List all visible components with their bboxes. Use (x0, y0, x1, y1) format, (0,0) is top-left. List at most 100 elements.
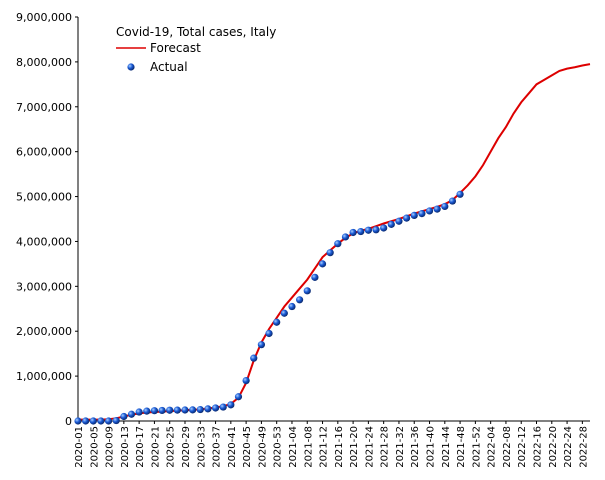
x-tick-label: 2022-08 (502, 426, 513, 468)
y-tick-label: 0 (65, 415, 72, 428)
legend-label: Forecast (150, 41, 201, 55)
x-tick-label: 2021-40 (426, 426, 437, 468)
x-tick-label: 2022-28 (578, 426, 589, 468)
x-tick-label: 2020-17 (135, 426, 146, 468)
x-tick-label: 2021-24 (364, 426, 375, 468)
x-tick-label: 2021-48 (456, 426, 467, 468)
y-tick-label: 6,000,000 (16, 146, 72, 159)
actual-point (372, 226, 380, 234)
actual-point (441, 202, 449, 211)
x-tick-label: 2021-36 (410, 426, 421, 468)
x-tick-label: 2021-20 (349, 426, 360, 468)
actual-point (173, 406, 181, 414)
actual-point (150, 407, 159, 415)
actual-point (227, 401, 235, 409)
actual-point (288, 302, 296, 311)
x-tick-label: 2020-09 (105, 426, 116, 468)
actual-point (402, 214, 411, 222)
y-tick-label: 4,000,000 (16, 235, 72, 248)
y-tick-label: 3,000,000 (16, 280, 72, 293)
x-tick-label: 2021-16 (334, 426, 345, 468)
actual-point (104, 417, 113, 425)
actual-point (234, 393, 243, 401)
actual-point (380, 224, 388, 232)
actual-point (395, 217, 403, 225)
x-tick-label: 2021-44 (441, 426, 452, 468)
y-tick-label: 9,000,000 (16, 11, 72, 24)
y-tick-label: 7,000,000 (16, 101, 72, 114)
actual-point (158, 406, 166, 415)
x-tick-label: 2020-41 (227, 426, 238, 468)
actual-point (349, 228, 357, 237)
x-tick-label: 2020-01 (74, 426, 85, 468)
actual-point (143, 407, 151, 415)
actual-point (334, 240, 342, 248)
legend-point (127, 63, 135, 71)
actual-point (296, 296, 304, 304)
x-tick-label: 2021-08 (303, 426, 314, 468)
actual-point (204, 405, 212, 413)
actual-point (135, 408, 143, 416)
actual-point (127, 410, 136, 418)
x-tick-label: 2020-53 (273, 426, 284, 468)
x-tick-label: 2020-25 (166, 426, 177, 468)
actual-point (242, 377, 250, 385)
actual-point (257, 341, 266, 349)
actual-point (166, 406, 174, 414)
x-tick-label: 2020-05 (89, 426, 100, 468)
legend-label: Actual (150, 60, 188, 74)
x-tick-label: 2022-04 (487, 426, 498, 468)
actual-point (219, 403, 227, 411)
x-tick-label: 2020-33 (196, 426, 207, 468)
x-tick-label: 2021-12 (319, 426, 330, 468)
actual-point (433, 205, 441, 213)
x-tick-label: 2020-29 (181, 426, 192, 468)
x-tick-label: 2022-24 (563, 426, 574, 468)
actual-point (211, 404, 220, 412)
actual-point (448, 197, 457, 205)
x-tick-label: 2022-12 (517, 426, 528, 468)
actual-point (250, 354, 258, 362)
actual-point (318, 260, 327, 268)
actual-point (387, 220, 395, 228)
x-tick-label: 2021-32 (395, 426, 406, 468)
x-tick-label: 2022-20 (548, 426, 559, 468)
actual-point (418, 210, 426, 218)
x-tick-label: 2022-16 (533, 426, 544, 468)
actual-point (273, 318, 281, 326)
actual-point (120, 412, 128, 421)
actual-point (341, 233, 350, 241)
x-tick-label: 2020-37 (212, 426, 223, 468)
forecast-line (78, 63, 591, 421)
actual-point (82, 417, 90, 425)
x-tick-label: 2020-21 (150, 426, 161, 468)
actual-point (181, 406, 189, 414)
actual-point (357, 227, 365, 236)
y-tick-label: 8,000,000 (16, 56, 72, 69)
y-tick-label: 1,000,000 (16, 370, 72, 383)
x-tick-label: 2021-52 (471, 426, 482, 468)
actual-point (265, 329, 273, 338)
actual-point (425, 207, 434, 215)
actual-point (364, 226, 372, 234)
actual-point (112, 416, 120, 425)
x-tick-label: 2020-13 (120, 426, 131, 468)
actual-point (74, 417, 82, 425)
x-tick-label: 2021-04 (288, 426, 299, 468)
x-tick-label: 2020-49 (257, 426, 268, 468)
chart-title: Covid-19, Total cases, Italy (116, 25, 276, 39)
actual-point (189, 406, 197, 414)
actual-point (89, 417, 97, 425)
x-tick-label: 2021-28 (380, 426, 391, 468)
x-tick-label: 2020-45 (242, 426, 253, 468)
actual-point (280, 309, 288, 317)
actual-point (456, 190, 464, 198)
y-tick-label: 5,000,000 (16, 191, 72, 204)
actual-point (326, 249, 334, 257)
actual-point (196, 405, 204, 414)
actual-point (303, 287, 311, 295)
y-tick-label: 2,000,000 (16, 325, 72, 338)
actual-point (410, 211, 418, 220)
actual-point (97, 417, 105, 425)
